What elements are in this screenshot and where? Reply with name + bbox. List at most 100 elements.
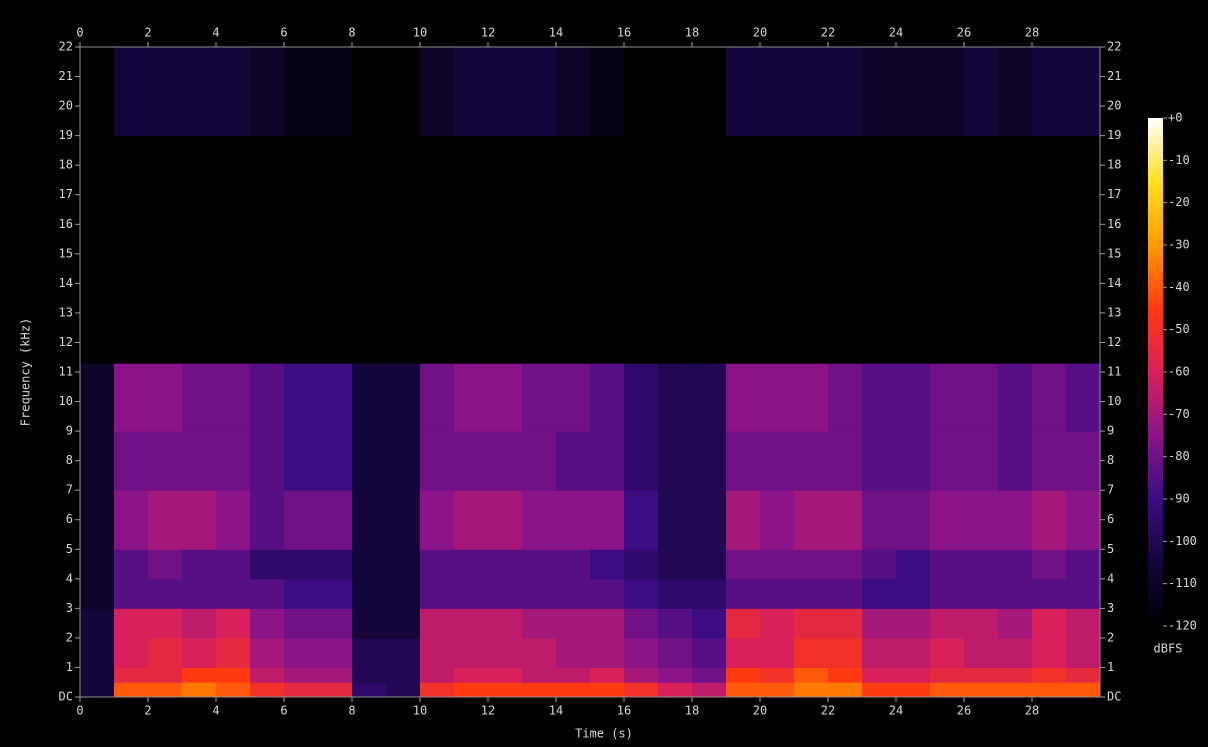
spectrogram-cell: [488, 608, 523, 638]
spectrogram-cell: [726, 490, 761, 550]
spectrogram-cell: [1066, 608, 1101, 638]
colorbar-tick-label: -30: [1168, 238, 1190, 252]
spectrogram-cell: [386, 136, 421, 364]
spectrogram-cell: [284, 490, 319, 550]
y-tick-label: 9: [1107, 424, 1114, 438]
colorbar-tick-label: -80: [1168, 449, 1190, 463]
spectrogram-cell: [1032, 431, 1067, 491]
spectrogram-cell: [828, 579, 863, 609]
spectrogram-cell: [828, 608, 863, 638]
spectrogram-cell: [828, 549, 863, 579]
y-tick-label: 7: [1107, 483, 1114, 497]
spectrogram-cell: [80, 431, 115, 491]
spectrogram-cell: [488, 431, 523, 491]
spectrogram-cell: [318, 667, 353, 682]
spectrogram-cell: [658, 47, 693, 136]
spectrogram-cell: [658, 638, 693, 668]
spectrogram-cell: [1032, 638, 1067, 668]
spectrogram-cell: [556, 549, 591, 579]
spectrogram-cell: [556, 667, 591, 682]
spectrogram-cell: [862, 549, 897, 579]
x-tick-label: 28: [1025, 704, 1039, 718]
spectrogram-cell: [352, 549, 387, 579]
colorbar-tick-label: -90: [1168, 492, 1190, 506]
spectrogram-cell: [318, 638, 353, 668]
y-tick-label: 18: [1107, 158, 1121, 172]
spectrogram-cell: [284, 549, 319, 579]
spectrogram-cell: [658, 363, 693, 431]
spectrogram-cell: [1066, 136, 1101, 364]
spectrogram-cell: [1032, 549, 1067, 579]
spectrogram-cell: [352, 579, 387, 609]
x-tick-label: 28: [1025, 26, 1039, 40]
spectrogram-cell: [556, 638, 591, 668]
spectrogram-cell: [114, 549, 149, 579]
spectrogram-cell: [692, 136, 727, 364]
y-tick-label: 17: [59, 187, 73, 201]
y-tick-label: 9: [66, 424, 73, 438]
y-tick-label: 5: [66, 542, 73, 556]
spectrogram-cell: [760, 136, 795, 364]
spectrogram-cell: [760, 490, 795, 550]
y-tick-label: 10: [1107, 394, 1121, 408]
spectrogram-cell: [1066, 47, 1101, 136]
spectrogram-cell: [148, 579, 183, 609]
spectrogram-cell: [386, 47, 421, 136]
spectrogram-cell: [182, 363, 217, 431]
colorbar-tick-label: -100: [1168, 534, 1197, 548]
spectrogram-cell: [454, 608, 489, 638]
spectrogram-cell: [590, 579, 625, 609]
spectrogram-cell: [998, 638, 1033, 668]
spectrogram-cell: [726, 136, 761, 364]
spectrogram-cell: [1032, 490, 1067, 550]
spectrogram-cell: [1032, 608, 1067, 638]
spectrogram-cell: [794, 667, 829, 682]
spectrogram-cell: [420, 136, 455, 364]
spectrogram-cell: [828, 638, 863, 668]
spectrogram-cell: [658, 667, 693, 682]
spectrogram-cell: [624, 47, 659, 136]
spectrogram-cell: [250, 638, 285, 668]
y-tick-label: 2: [1107, 630, 1114, 644]
spectrogram-cell: [862, 638, 897, 668]
spectrogram-cell: [760, 667, 795, 682]
x-tick-label: 18: [685, 704, 699, 718]
spectrogram-cell: [80, 608, 115, 638]
spectrogram-cell: [352, 363, 387, 431]
spectrogram-cell: [522, 579, 557, 609]
y-tick-label: 8: [66, 453, 73, 467]
colorbar-tick-label: -70: [1168, 407, 1190, 421]
spectrogram-cell: [794, 549, 829, 579]
x-tick-label: 20: [753, 704, 767, 718]
spectrogram-cell: [794, 431, 829, 491]
spectrogram-cell: [420, 431, 455, 491]
spectrogram-cell: [624, 667, 659, 682]
x-tick-label: 8: [348, 26, 355, 40]
spectrogram-cell: [420, 363, 455, 431]
x-tick-label: 24: [889, 704, 903, 718]
spectrogram-cell: [1066, 667, 1101, 682]
spectrogram-cell: [658, 431, 693, 491]
spectrogram-cell: [454, 363, 489, 431]
spectrogram-cell: [80, 682, 115, 697]
spectrogram-cell: [862, 579, 897, 609]
spectrogram-cell: [1066, 549, 1101, 579]
spectrogram-cell: [284, 579, 319, 609]
spectrogram-cell: [726, 47, 761, 136]
spectrogram-cell: [998, 682, 1033, 697]
y-tick-label: 21: [59, 69, 73, 83]
spectrogram-cell: [590, 136, 625, 364]
x-tick-label: 12: [481, 704, 495, 718]
x-tick-label: 22: [821, 704, 835, 718]
spectrogram-cell: [1066, 682, 1101, 697]
spectrogram-cell: [148, 638, 183, 668]
y-tick-label: 3: [1107, 601, 1114, 615]
colorbar-tick-label: -60: [1168, 365, 1190, 379]
spectrogram-cell: [726, 579, 761, 609]
spectrogram-cell: [454, 431, 489, 491]
spectrogram-cell: [148, 608, 183, 638]
spectrogram-cell: [794, 363, 829, 431]
x-tick-label: 6: [280, 26, 287, 40]
spectrogram-cell: [284, 363, 319, 431]
x-tick-label: 16: [617, 704, 631, 718]
